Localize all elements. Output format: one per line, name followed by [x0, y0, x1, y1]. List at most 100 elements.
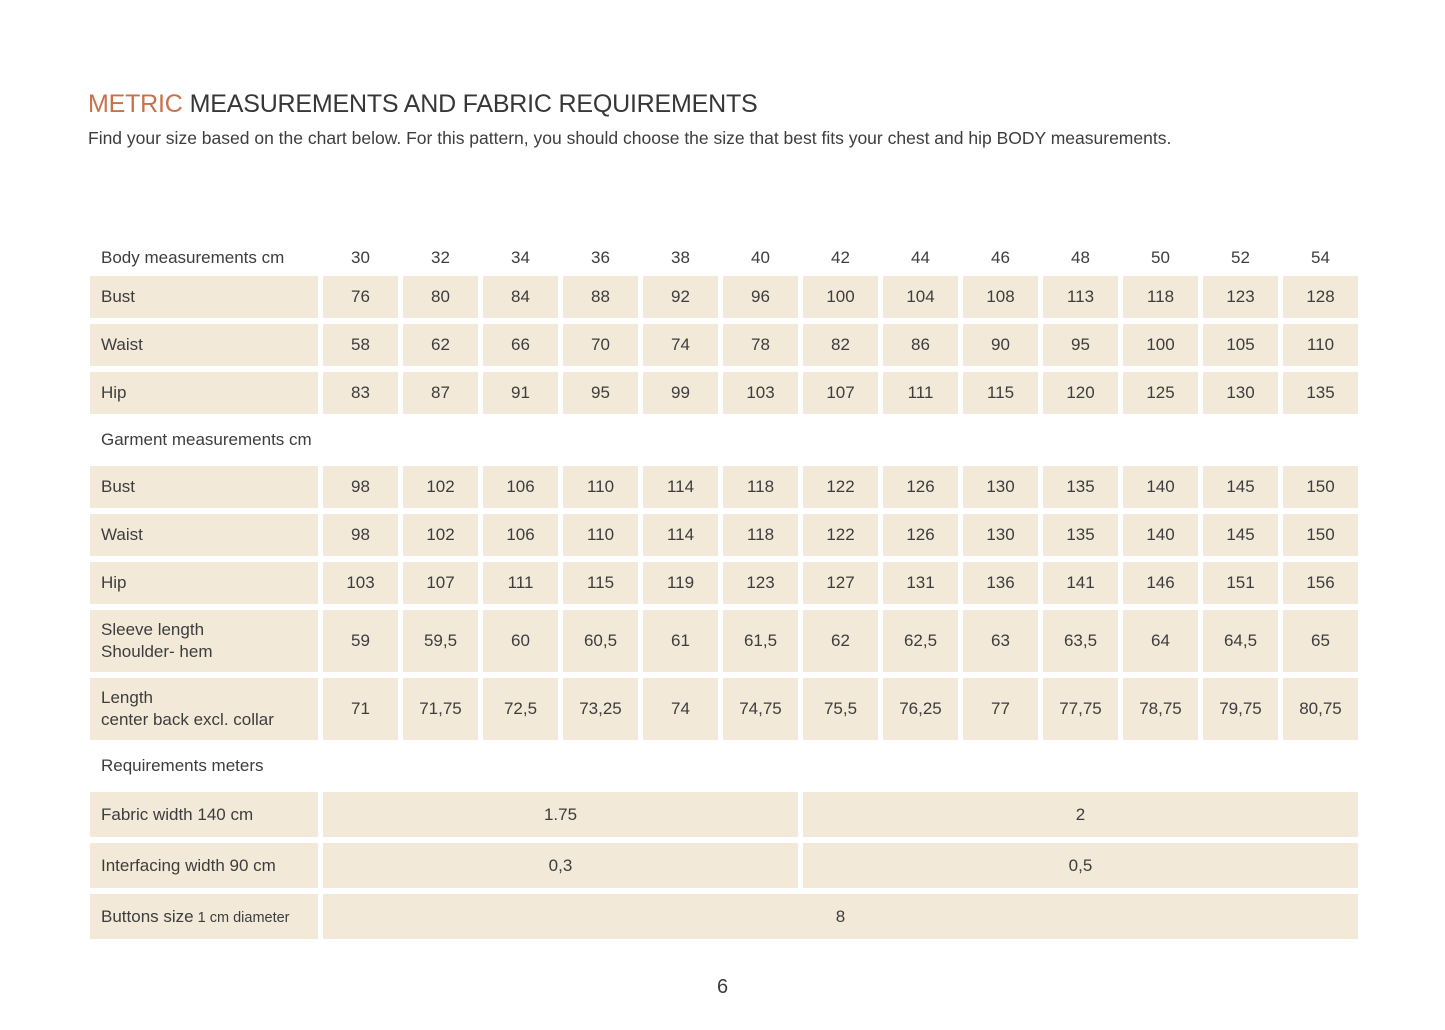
- value-cell: 113: [1043, 276, 1118, 318]
- value-cell: 59: [323, 610, 398, 672]
- value-cell: 103: [323, 562, 398, 604]
- size-header-cell: 38: [671, 248, 690, 267]
- value-cell: 83: [323, 372, 398, 414]
- value-cell: 99: [643, 372, 718, 414]
- value-cell: 120: [1043, 372, 1118, 414]
- value-cell: 64,5: [1203, 610, 1278, 672]
- value-cell: 131: [883, 562, 958, 604]
- value-cell: 145: [1203, 466, 1278, 508]
- value-cell: 140: [1123, 466, 1198, 508]
- table-row: Waist 58 62 66 70 74 78 82 86 90 95 100 105 110: [90, 324, 1358, 366]
- measurements-table: Body measurements cm 30 32 34 36 38 40 42 44 46 48…: [85, 238, 1363, 945]
- value-cell: 79,75: [1203, 678, 1278, 740]
- size-header-cell: 34: [511, 248, 530, 267]
- value-cell: 77,75: [1043, 678, 1118, 740]
- page-title-accent: METRIC: [88, 90, 183, 118]
- value-cell: 80,75: [1283, 678, 1358, 740]
- value-cell: 104: [883, 276, 958, 318]
- value-cell: 62,5: [883, 610, 958, 672]
- value-cell: 77: [963, 678, 1038, 740]
- value-cell: 95: [563, 372, 638, 414]
- table-row: Interfacing width 90 cm 0,3 0,5: [90, 843, 1358, 888]
- value-cell: 105: [1203, 324, 1278, 366]
- value-cell: 156: [1283, 562, 1358, 604]
- table-row: Buttons size 1 cm diameter 8: [90, 894, 1358, 939]
- value-cell: 95: [1043, 324, 1118, 366]
- merged-value-cell: 0,5: [803, 843, 1358, 888]
- value-cell: 74,75: [723, 678, 798, 740]
- value-cell: 96: [723, 276, 798, 318]
- row-label: Waist: [90, 324, 318, 366]
- value-cell: 74: [643, 678, 718, 740]
- merged-value-cell: 0,3: [323, 843, 798, 888]
- value-cell: 135: [1043, 466, 1118, 508]
- value-cell: 126: [883, 514, 958, 556]
- value-cell: 106: [483, 514, 558, 556]
- value-cell: 62: [403, 324, 478, 366]
- value-cell: 100: [803, 276, 878, 318]
- value-cell: 76: [323, 276, 398, 318]
- table-row: Hip 103 107 111 115 119 123 127 131 136 141 146 151 1…: [90, 562, 1358, 604]
- value-cell: 151: [1203, 562, 1278, 604]
- value-cell: 65: [1283, 610, 1358, 672]
- row-label-line2: Shoulder- hem: [101, 642, 213, 661]
- row-label: Hip: [90, 372, 318, 414]
- row-label-line1: Length: [101, 688, 153, 707]
- row-label-detail: 1 cm diameter: [193, 909, 290, 926]
- value-cell: 111: [883, 372, 958, 414]
- size-header-cell: 32: [431, 248, 450, 267]
- value-cell: 115: [563, 562, 638, 604]
- value-cell: 63: [963, 610, 1038, 672]
- value-cell: 126: [883, 466, 958, 508]
- row-label: Interfacing width 90 cm: [90, 843, 318, 888]
- page-header: METRIC MEASUREMENTS AND FABRIC REQUIREMEN…: [88, 90, 1268, 150]
- value-cell: 115: [963, 372, 1038, 414]
- merged-value-cell: 8: [323, 894, 1358, 939]
- value-cell: 92: [643, 276, 718, 318]
- value-cell: 88: [563, 276, 638, 318]
- merged-value-cell: 2: [803, 792, 1358, 837]
- value-cell: 150: [1283, 514, 1358, 556]
- size-header-cell: 42: [831, 248, 850, 267]
- row-label: Fabric width 140 cm: [90, 792, 318, 837]
- size-header-cell: 30: [351, 248, 370, 267]
- page-subtitle: Find your size based on the chart below.…: [88, 128, 1172, 148]
- size-header-cell: 36: [591, 248, 610, 267]
- page-title-rest: MEASUREMENTS AND FABRIC REQUIREMENTS: [189, 90, 758, 118]
- size-header-cell: 52: [1231, 248, 1250, 267]
- value-cell: 87: [403, 372, 478, 414]
- value-cell: 90: [963, 324, 1038, 366]
- value-cell: 119: [643, 562, 718, 604]
- value-cell: 98: [323, 514, 398, 556]
- value-cell: 59,5: [403, 610, 478, 672]
- value-cell: 135: [1043, 514, 1118, 556]
- value-cell: 80: [403, 276, 478, 318]
- value-cell: 130: [1203, 372, 1278, 414]
- value-cell: 75,5: [803, 678, 878, 740]
- value-cell: 60,5: [563, 610, 638, 672]
- value-cell: 72,5: [483, 678, 558, 740]
- value-cell: 102: [403, 514, 478, 556]
- table-row: Bust 98 102 106 110 114 118 122 126 130 135 140 145 1…: [90, 466, 1358, 508]
- value-cell: 110: [1283, 324, 1358, 366]
- value-cell: 146: [1123, 562, 1198, 604]
- value-cell: 71,75: [403, 678, 478, 740]
- table-row: Waist 98 102 106 110 114 118 122 126 130 135 140 145…: [90, 514, 1358, 556]
- value-cell: 58: [323, 324, 398, 366]
- value-cell: 110: [563, 466, 638, 508]
- row-label: Bust: [90, 276, 318, 318]
- value-cell: 127: [803, 562, 878, 604]
- value-cell: 130: [963, 514, 1038, 556]
- value-cell: 76,25: [883, 678, 958, 740]
- value-cell: 128: [1283, 276, 1358, 318]
- value-cell: 145: [1203, 514, 1278, 556]
- table-row: Length center back excl. collar 71 71,75 72,…: [90, 678, 1358, 740]
- value-cell: 107: [403, 562, 478, 604]
- size-header-cell: 44: [911, 248, 930, 267]
- value-cell: 60: [483, 610, 558, 672]
- page-title: METRIC MEASUREMENTS AND FABRIC REQUIREMEN…: [88, 90, 1268, 119]
- value-cell: 141: [1043, 562, 1118, 604]
- value-cell: 103: [723, 372, 798, 414]
- value-cell: 82: [803, 324, 878, 366]
